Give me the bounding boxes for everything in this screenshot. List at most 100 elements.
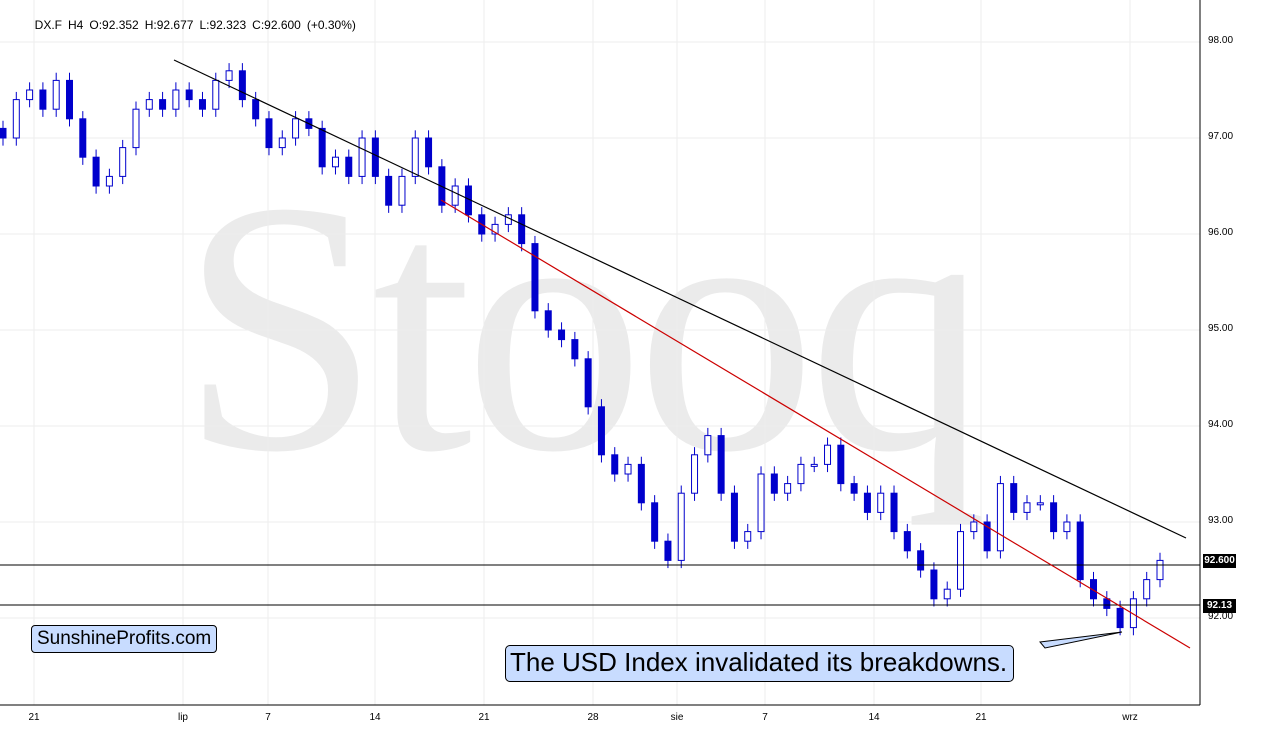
x-tick-label: 21	[478, 712, 490, 723]
candle-body	[983, 521, 991, 552]
candle-body	[212, 79, 220, 110]
candle-body	[850, 483, 858, 494]
candle-body	[624, 463, 632, 475]
candle-body	[717, 435, 725, 494]
candle-body	[238, 70, 246, 101]
x-tick-label: 14	[868, 712, 880, 723]
candle-body	[371, 137, 379, 177]
candle-body	[930, 569, 938, 600]
candle-body	[12, 99, 20, 139]
ohlc-close: C:92.600	[252, 18, 301, 32]
ohlc-open: O:92.352	[89, 18, 139, 32]
candle-body	[52, 79, 60, 110]
candle-body	[1090, 579, 1098, 600]
candle-body	[917, 550, 925, 571]
chart-header: DX.F H4 O:92.352 H:92.677 L:92.323 C:92.600 (+…	[28, 4, 362, 32]
y-tick-label: 95.00	[1208, 323, 1234, 334]
candle-body	[651, 502, 659, 542]
ohlc-low: L:92.323	[199, 18, 247, 32]
candle-body	[1010, 483, 1018, 513]
candle-body	[491, 223, 499, 235]
candle-body	[1156, 559, 1164, 581]
callout-pointer	[1039, 631, 1123, 649]
candle-body	[79, 118, 87, 158]
candle-body	[451, 185, 459, 206]
candle-body	[252, 99, 260, 120]
ohlc-change: (+0.30%)	[306, 18, 356, 32]
candle-body	[358, 137, 366, 177]
candle-body	[637, 463, 645, 504]
candle-body	[584, 358, 592, 408]
candle-body	[225, 70, 233, 81]
candle-body	[278, 137, 286, 149]
candle-body	[132, 108, 140, 149]
candle-body	[1063, 521, 1071, 533]
candle-body	[385, 175, 393, 206]
symbol: DX.F	[34, 18, 63, 32]
candle-body	[1076, 521, 1084, 581]
candle-body	[198, 99, 206, 110]
candle-body	[39, 89, 47, 110]
y-tick-label: 97.00	[1208, 131, 1234, 142]
candle-body	[425, 137, 433, 168]
candle-body	[1023, 502, 1031, 513]
candle-body	[1143, 579, 1151, 600]
candle-body	[119, 147, 127, 177]
candle-body	[92, 156, 100, 187]
y-tick-label: 94.00	[1208, 419, 1234, 430]
candle-body	[518, 214, 526, 245]
candle-body	[411, 137, 419, 177]
x-tick-label: wrz	[1122, 712, 1138, 723]
candle-body	[26, 89, 34, 101]
candle-body	[1103, 598, 1111, 609]
candle-body	[318, 127, 326, 168]
candle-body	[704, 435, 712, 456]
candle-body	[943, 588, 951, 600]
candle-body	[677, 492, 685, 561]
candle-body	[331, 156, 339, 168]
interval: H4	[68, 18, 84, 32]
candle-body	[744, 531, 752, 542]
candle-body	[159, 99, 167, 110]
x-tick-label: 21	[975, 712, 987, 723]
candle-body	[185, 89, 193, 101]
candle-body	[1129, 598, 1137, 629]
candle-body	[970, 521, 978, 533]
candle-body	[957, 531, 965, 590]
brand-label: SunshineProfits.com	[31, 625, 218, 653]
candle-body	[398, 175, 406, 206]
candle-body	[824, 444, 832, 465]
candle-body	[784, 483, 792, 494]
candle-body	[797, 463, 805, 485]
candle-body	[105, 175, 113, 187]
candle-body	[504, 214, 512, 225]
candle-body	[757, 473, 765, 533]
candle-body	[571, 339, 579, 360]
y-tick-label: 98.00	[1208, 35, 1234, 46]
candle-body	[863, 492, 871, 513]
candle-body	[730, 492, 738, 542]
x-tick-label: 14	[369, 712, 381, 723]
candle-body	[65, 79, 73, 120]
candle-body	[890, 492, 898, 533]
x-tick-label: 28	[587, 712, 599, 723]
candle-body	[145, 99, 153, 110]
candle-body	[172, 89, 180, 110]
candle-body	[810, 463, 818, 467]
candle-body	[265, 118, 273, 149]
candle-body	[877, 492, 885, 513]
y-tick-label: 92.00	[1208, 611, 1234, 622]
candle-body	[611, 454, 619, 475]
candle-body	[1116, 607, 1124, 629]
last-price-tag: 92.600	[1203, 554, 1236, 568]
candle-body	[691, 454, 699, 494]
candle-body	[996, 483, 1004, 552]
x-tick-label: 7	[265, 712, 271, 723]
candle-body	[1036, 502, 1044, 506]
candle-body	[0, 127, 7, 139]
x-tick-label: 21	[28, 712, 40, 723]
x-tick-label: 7	[762, 712, 768, 723]
support-price-tag: 92.13	[1203, 599, 1236, 613]
candle-body	[531, 243, 539, 312]
